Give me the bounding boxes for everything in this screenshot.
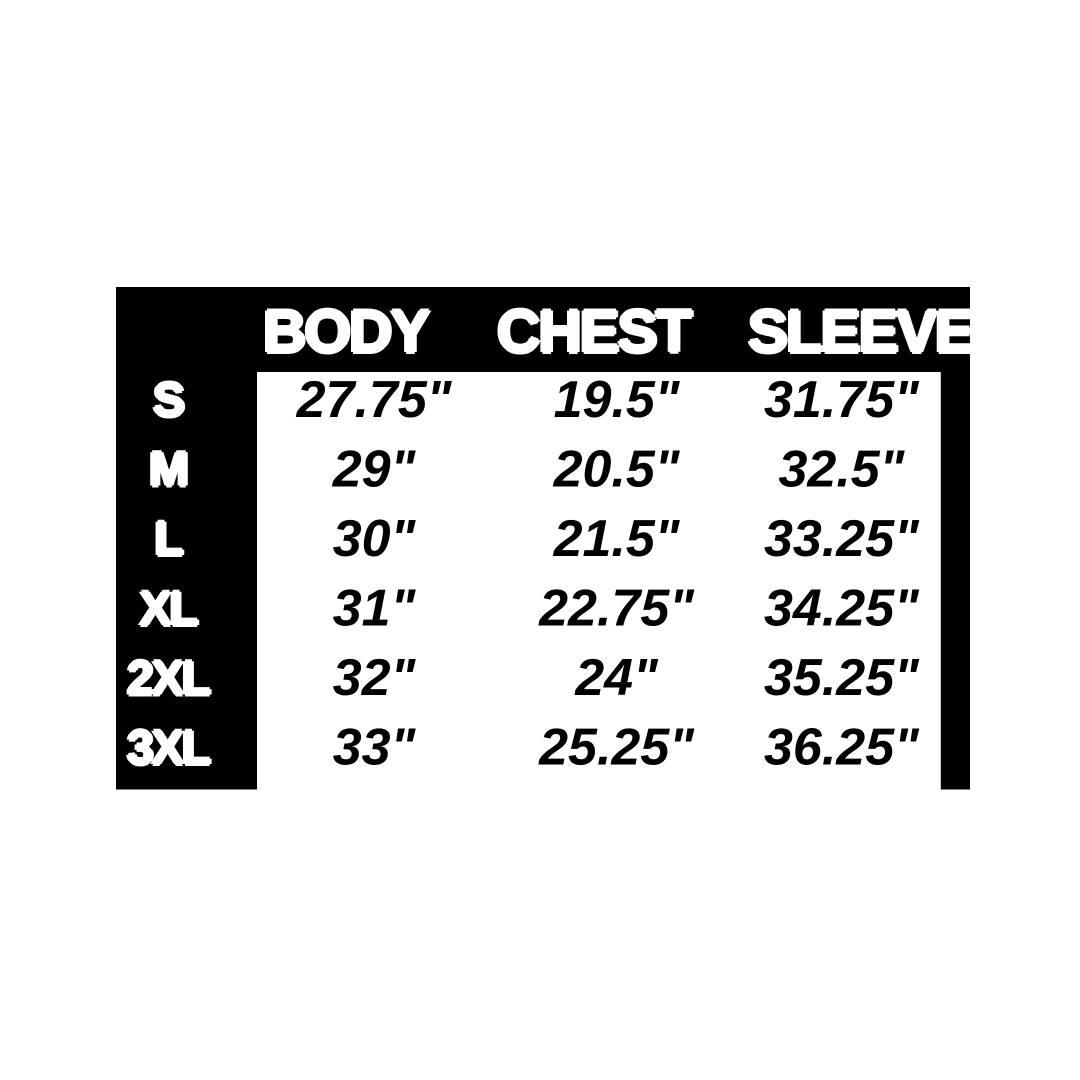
svg-text:20.5": 20.5" xyxy=(553,440,681,498)
svg-text:CHEST: CHEST xyxy=(497,298,692,365)
svg-text:29": 29" xyxy=(332,440,417,498)
svg-text:33": 33" xyxy=(333,719,417,777)
svg-text:3XL: 3XL xyxy=(127,722,210,775)
svg-text:SLEEVE: SLEEVE xyxy=(748,298,973,365)
svg-text:32.5": 32.5" xyxy=(778,440,905,498)
svg-text:L: L xyxy=(154,513,182,566)
svg-text:XL: XL xyxy=(139,583,197,636)
svg-text:S: S xyxy=(153,374,184,427)
svg-text:34.25": 34.25" xyxy=(764,580,920,638)
svg-text:2XL: 2XL xyxy=(127,652,210,705)
svg-text:25.25": 25.25" xyxy=(538,719,695,777)
svg-text:22.75": 22.75" xyxy=(538,580,695,638)
svg-text:BODY: BODY xyxy=(263,298,430,365)
svg-text:31.75": 31.75" xyxy=(764,371,920,429)
svg-text:31": 31" xyxy=(333,580,417,638)
svg-text:M: M xyxy=(149,444,187,497)
svg-text:19.5": 19.5" xyxy=(554,371,681,429)
svg-text:24": 24" xyxy=(574,649,659,707)
svg-text:21.5": 21.5" xyxy=(553,510,681,568)
svg-text:27.75": 27.75" xyxy=(296,371,453,429)
svg-text:35.25": 35.25" xyxy=(764,649,920,707)
svg-text:30": 30" xyxy=(333,510,417,568)
svg-text:33.25": 33.25" xyxy=(764,510,920,568)
svg-text:32": 32" xyxy=(333,649,417,707)
svg-text:36.25": 36.25" xyxy=(764,719,920,777)
